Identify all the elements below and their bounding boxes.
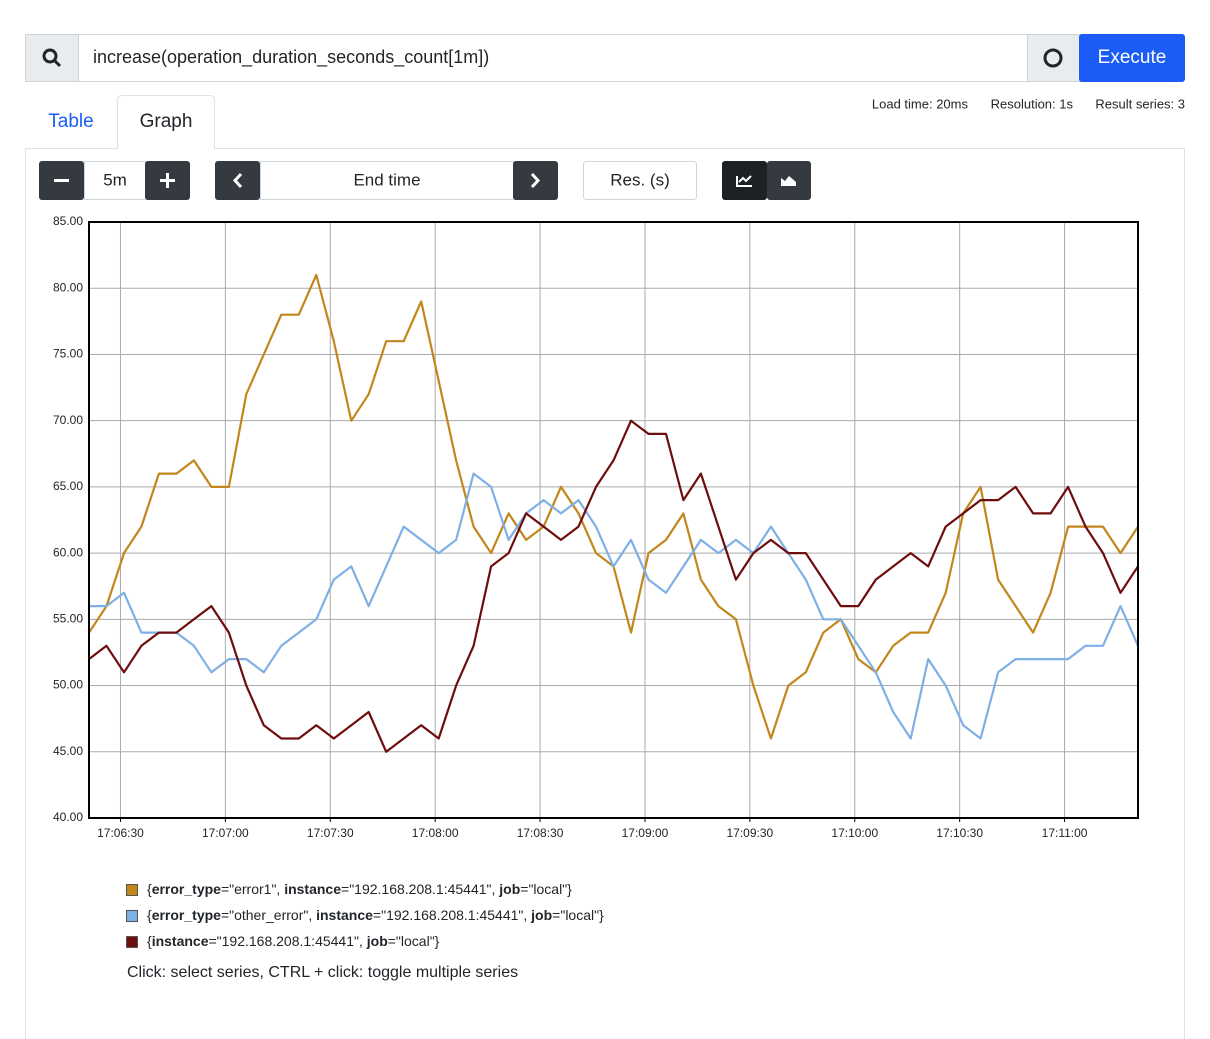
x-tick-label: 17:06:30 bbox=[97, 826, 144, 840]
x-tick-label: 17:08:30 bbox=[517, 826, 564, 840]
x-tick-label: 17:10:30 bbox=[936, 826, 983, 840]
label-text: ="other_error", bbox=[221, 907, 316, 923]
end-time-placeholder: End time bbox=[353, 170, 420, 189]
label-name: instance bbox=[316, 907, 373, 923]
globe-icon bbox=[1043, 48, 1063, 68]
result-series: Result series: 3 bbox=[1095, 96, 1185, 111]
legend-swatch bbox=[126, 884, 138, 896]
chevron-left bbox=[232, 172, 243, 189]
series-line bbox=[88, 419, 1139, 753]
legend-entry[interactable]: {error_type="error1", instance="192.168.… bbox=[147, 881, 572, 897]
execute-button[interactable] bbox=[1079, 34, 1185, 82]
legend-swatch bbox=[126, 936, 138, 948]
y-tick-label: 40.00 bbox=[53, 810, 83, 824]
chevron-right bbox=[530, 172, 541, 189]
legend-entry[interactable]: {error_type="other_error", instance="192… bbox=[147, 907, 604, 923]
search-icon-box bbox=[25, 34, 79, 82]
x-tick-label: 17:07:00 bbox=[202, 826, 249, 840]
line-chart-icon-line bbox=[738, 175, 752, 183]
label-text: { bbox=[147, 907, 152, 923]
label-name: instance bbox=[284, 881, 341, 897]
y-tick-label: 50.00 bbox=[53, 678, 83, 692]
x-tick-label: 17:08:00 bbox=[412, 826, 459, 840]
label-name: instance bbox=[152, 933, 209, 949]
search-icon bbox=[42, 48, 62, 68]
label-text: ="local"} bbox=[388, 933, 440, 949]
label-text: ="local"} bbox=[520, 881, 572, 897]
x-tick-label: 17:07:30 bbox=[307, 826, 354, 840]
label-text: ="192.168.208.1:45441", bbox=[373, 907, 531, 923]
query-input[interactable]: increase(operation_duration_seconds_coun… bbox=[93, 47, 489, 68]
time-forward-button[interactable] bbox=[513, 161, 558, 200]
label-text: ="error1", bbox=[221, 881, 284, 897]
series-line bbox=[88, 273, 1139, 740]
area-chart-icon bbox=[781, 176, 796, 186]
load-time: Load time: 20ms bbox=[872, 96, 969, 111]
x-tick-label: 17:09:00 bbox=[622, 826, 669, 840]
x-tick-label: 17:10:00 bbox=[831, 826, 878, 840]
label-text: ="192.168.208.1:45441", bbox=[341, 881, 499, 897]
resolution-placeholder: Res. (s) bbox=[610, 170, 670, 189]
legend-hint: Click: select series, CTRL + click: togg… bbox=[127, 964, 518, 981]
plus-icon bbox=[160, 173, 175, 188]
y-tick-label: 65.00 bbox=[53, 479, 83, 493]
y-tick-label: 85.00 bbox=[53, 214, 83, 228]
range-value: 5m bbox=[103, 170, 127, 189]
y-tick-label: 75.00 bbox=[53, 347, 83, 361]
graph-tab[interactable]: Graph bbox=[140, 111, 193, 132]
line-chart-icon bbox=[736, 176, 752, 187]
execute-label: Execute bbox=[1098, 47, 1167, 68]
label-text: ="local"} bbox=[552, 907, 604, 923]
resolution-input[interactable] bbox=[583, 161, 697, 200]
table-tab[interactable]: Table bbox=[48, 111, 93, 132]
time-back-button[interactable] bbox=[215, 161, 260, 200]
label-name: job bbox=[530, 907, 552, 923]
metrics-explorer-button[interactable] bbox=[1027, 34, 1080, 82]
plot-border bbox=[88, 221, 1139, 819]
label-text: ="192.168.208.1:45441", bbox=[209, 933, 367, 949]
resolution-stat: Resolution: 1s bbox=[991, 96, 1074, 111]
y-tick-label: 55.00 bbox=[53, 612, 83, 626]
label-name: error_type bbox=[152, 907, 221, 923]
y-tick-label: 70.00 bbox=[53, 413, 83, 427]
end-time-input[interactable] bbox=[260, 161, 514, 200]
legend-entry[interactable]: {instance="192.168.208.1:45441", job="lo… bbox=[147, 933, 440, 949]
legend: {error_type="error1", instance="192.168.… bbox=[126, 881, 604, 949]
y-tick-label: 45.00 bbox=[53, 744, 83, 758]
label-name: job bbox=[366, 933, 388, 949]
series-line bbox=[89, 472, 1140, 740]
label-text: { bbox=[147, 933, 152, 949]
y-tick-label: 60.00 bbox=[53, 545, 83, 559]
y-tick-label: 80.00 bbox=[53, 280, 83, 294]
label-name: job bbox=[498, 881, 520, 897]
legend-swatch bbox=[126, 910, 138, 922]
range-input[interactable] bbox=[84, 161, 146, 200]
graph: 40.00 45.00 50.00 55.00 60.00 65.00 70.00 75.00… bbox=[53, 214, 1140, 840]
label-text: { bbox=[147, 881, 152, 897]
x-tick-label: 17:11:00 bbox=[1042, 826, 1088, 840]
x-tick-label: 17:09:30 bbox=[727, 826, 774, 840]
label-name: error_type bbox=[152, 881, 221, 897]
tab-panel-border bbox=[25, 95, 1185, 1039]
